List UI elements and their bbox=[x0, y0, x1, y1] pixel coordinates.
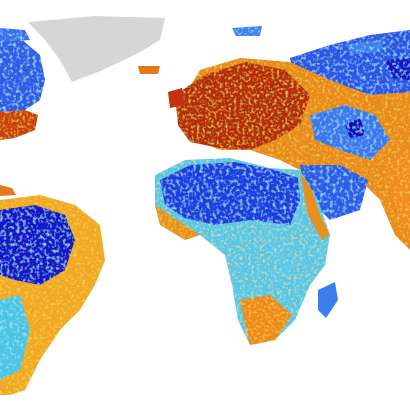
greenland bbox=[28, 16, 165, 82]
dark-region bbox=[385, 58, 410, 80]
canada bbox=[0, 38, 45, 112]
south-africa bbox=[240, 295, 292, 345]
arctic-islands bbox=[232, 26, 262, 36]
west-africa bbox=[155, 205, 200, 240]
north-america bbox=[0, 28, 45, 112]
iceland bbox=[138, 66, 160, 74]
southern-cone bbox=[0, 295, 30, 380]
nile-region bbox=[300, 172, 330, 240]
arctic-island bbox=[0, 28, 30, 42]
europe bbox=[175, 62, 310, 150]
india bbox=[385, 150, 410, 235]
amazon bbox=[0, 205, 75, 285]
usa bbox=[0, 110, 38, 140]
sahara bbox=[160, 162, 300, 225]
arctic-islands-east bbox=[345, 40, 385, 54]
caspian-region bbox=[345, 118, 365, 138]
madagascar bbox=[318, 282, 338, 318]
british-isles bbox=[168, 88, 185, 108]
central-america bbox=[0, 185, 16, 196]
